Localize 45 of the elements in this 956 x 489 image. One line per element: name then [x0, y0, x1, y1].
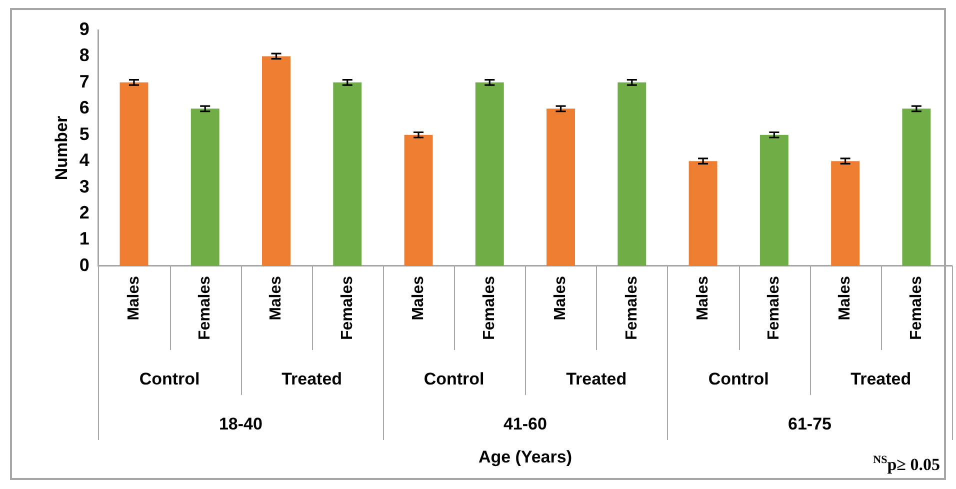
- y-axis-title: Number: [52, 115, 71, 180]
- text: Control: [424, 370, 484, 389]
- bar: [190, 108, 220, 266]
- bar: [404, 134, 433, 266]
- y-tick-label: 1: [79, 228, 90, 249]
- bar: [760, 134, 788, 266]
- text: Age (Years): [478, 448, 572, 467]
- x-tick-label: Females: [908, 276, 925, 340]
- text: Control: [708, 370, 769, 389]
- bar: [902, 108, 931, 266]
- y-tick-label: 6: [79, 98, 90, 118]
- x-tick-label: Males: [410, 276, 427, 320]
- y-tick-label: 4: [79, 150, 90, 170]
- text: 41-60: [503, 414, 547, 434]
- y-tick-label: 7: [79, 71, 90, 92]
- bar: [618, 82, 646, 266]
- x-tick-label: Females: [623, 276, 640, 340]
- x-tick-label: Males: [694, 276, 712, 320]
- x-tick-label: Males: [268, 276, 285, 320]
- bar: [688, 161, 718, 266]
- bar: [120, 82, 148, 266]
- x-tick-label: Females: [766, 276, 783, 340]
- x-tick-label: Males: [125, 276, 142, 320]
- x-tick-label: Females: [338, 276, 356, 340]
- x-tick-label: Males: [552, 276, 570, 320]
- y-tick-label: 8: [79, 45, 90, 66]
- text: Treated: [850, 370, 912, 389]
- bar: [333, 82, 362, 266]
- text: Control: [139, 370, 200, 389]
- bar: [546, 108, 575, 266]
- text: Treated: [566, 370, 627, 389]
- y-tick-label: 0: [79, 254, 90, 275]
- y-tick-label: 2: [79, 202, 90, 222]
- y-tick-label: 5: [79, 124, 90, 144]
- bar: [475, 82, 504, 266]
- y-tick-label: 9: [79, 18, 90, 39]
- text: 61-75: [788, 414, 832, 434]
- text: Treated: [282, 370, 342, 389]
- x-tick-label: Females: [196, 276, 214, 340]
- y-tick-label: 3: [79, 176, 90, 196]
- text: 18-40: [218, 414, 262, 434]
- bar: [262, 56, 290, 266]
- x-tick-label: Males: [836, 276, 854, 320]
- x-tick-label: Females: [481, 276, 498, 340]
- bar: [831, 161, 860, 266]
